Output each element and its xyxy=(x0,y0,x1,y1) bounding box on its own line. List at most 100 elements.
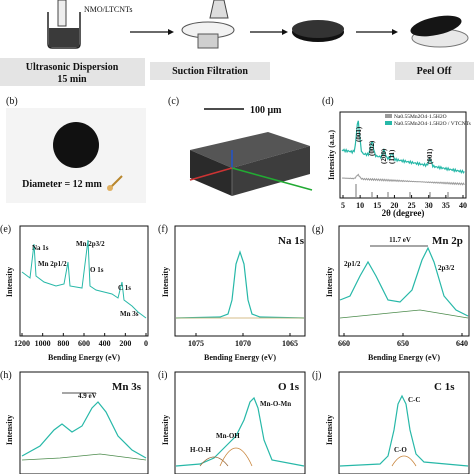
xrd-tick-label: 35 xyxy=(442,201,450,210)
peeled-film-icon xyxy=(410,15,462,37)
step1-box xyxy=(0,58,145,86)
mn2p-ylabel: Intensity xyxy=(325,267,334,297)
peak-label-200: (200) xyxy=(380,148,388,164)
scale-label: 100 μm xyxy=(250,105,282,116)
o1s-line xyxy=(175,396,305,467)
box-right xyxy=(232,146,310,196)
survey-line xyxy=(21,239,147,319)
xrd-tick-label: 20 xyxy=(390,201,398,210)
xrd-composite-line xyxy=(341,120,465,174)
panel-g-letter: (g) xyxy=(312,224,324,235)
panel-f-frame xyxy=(174,225,306,337)
panel-h-split: 4.9 eV xyxy=(78,392,97,400)
pin-head xyxy=(107,185,113,191)
survey-tick-label: 1200 xyxy=(14,339,30,348)
mn2p-tick-label: 660 xyxy=(338,339,350,348)
beaker-icon xyxy=(47,12,81,49)
mn2p-left-peak: 2p1/2 xyxy=(344,260,361,268)
legend-pristine: Na0.55Mn2O4·1.5H2O xyxy=(394,114,447,120)
survey-tick-label: 1000 xyxy=(35,339,51,348)
xrd-pristine-line xyxy=(341,173,465,186)
survey-o1s: O 1s xyxy=(90,266,104,274)
c1s-line xyxy=(339,394,469,467)
o1s-mnoh-peak xyxy=(219,447,253,467)
c1s-co: C-O xyxy=(394,446,407,454)
electrode-disk xyxy=(53,122,99,168)
xrd-tick-label: 10 xyxy=(356,201,364,210)
mn2p-xlabel: Bending Energy (eV) xyxy=(368,353,440,362)
process-row: NMO/LTCNTs xyxy=(47,0,469,49)
mn2p-right-peak: 2p3/2 xyxy=(438,264,455,272)
survey-ylabel: Intensity xyxy=(5,267,14,297)
na1s-tick-label: 1075 xyxy=(188,339,204,348)
material-label: NMO/LTCNTs xyxy=(84,5,132,14)
arrow-3-head xyxy=(392,29,398,35)
xrd-reference-sticks xyxy=(355,184,449,197)
box-left xyxy=(190,150,232,196)
panel-b-letter: (b) xyxy=(6,96,18,107)
legend-swatch-pristine xyxy=(385,114,392,118)
survey-na1s: Na 1s xyxy=(32,244,49,252)
pour-icon xyxy=(209,0,229,19)
survey-tick-label: 400 xyxy=(99,339,111,348)
na1s-x-ticks: 1075 1070 1065 xyxy=(188,333,298,348)
panel-j-title: C 1s xyxy=(434,381,455,393)
mn3s-baseline xyxy=(21,453,147,461)
xrd-tick-label: 15 xyxy=(373,201,381,210)
peak-label-001b: (001) xyxy=(426,148,434,164)
axis-x xyxy=(189,167,233,181)
o1s-hoh: H-O-H xyxy=(190,446,212,454)
panel-i-letter: (i) xyxy=(158,370,167,381)
o1s-mnomn: Mn-O-Mn xyxy=(260,400,291,408)
survey-xlabel: Bending Energy (eV) xyxy=(48,353,120,362)
legend-composite: Na0.55Mn2O4·1.5H2O / VTCNTs xyxy=(394,121,471,127)
probe-icon xyxy=(57,0,67,27)
mn3s-ylabel: Intensity xyxy=(5,415,14,445)
axis-y xyxy=(231,167,313,191)
peak-label-002: (002) xyxy=(368,140,376,156)
survey-tick-label: 0 xyxy=(144,339,148,348)
panel-f-letter: (f) xyxy=(158,224,168,235)
peak-label-001: (001) xyxy=(355,126,363,142)
panel-e-letter: (e) xyxy=(0,224,11,235)
c1s-ylabel: Intensity xyxy=(325,415,334,445)
panel-d-letter: (d) xyxy=(322,96,334,107)
step3-label: Peel Off xyxy=(417,66,452,77)
panel-d-frame xyxy=(339,111,467,199)
mn2p-baseline xyxy=(339,309,469,319)
survey-tick-label: 200 xyxy=(119,339,131,348)
survey-c1s: C 1s xyxy=(118,284,131,292)
diameter-label: Diameter = 12 mm xyxy=(22,179,102,190)
c1s-cc: C-C xyxy=(408,396,420,404)
panel-f-title: Na 1s xyxy=(278,235,305,247)
panel-j-frame xyxy=(338,371,470,474)
beaker-liquid xyxy=(49,28,79,47)
survey-tick-label: 800 xyxy=(57,339,69,348)
funnel-stem xyxy=(197,33,219,49)
panel-h-title: Mn 3s xyxy=(112,381,142,393)
survey-mn2p32: Mn 2p3/2 xyxy=(76,240,105,248)
xrd-x-ticks: 5 10 15 20 25 30 35 40 xyxy=(341,195,467,210)
xrd-tick-label: 5 xyxy=(341,201,345,210)
step3-box xyxy=(395,62,474,80)
xrd-tick-label: 30 xyxy=(425,201,433,210)
panel-i-frame xyxy=(174,371,306,474)
na1s-line xyxy=(175,250,305,319)
panel-g-frame xyxy=(338,225,470,337)
survey-tick-label: 600 xyxy=(78,339,90,348)
film-disk-top xyxy=(292,20,344,38)
xrd-xlabel: 2θ (degree) xyxy=(382,208,425,218)
xrd-tick-label: 25 xyxy=(408,201,416,210)
c1s-co-peak xyxy=(391,455,417,467)
na1s-tick-label: 1065 xyxy=(282,339,298,348)
arrow-1-head xyxy=(168,29,174,35)
o1s-mnoh: Mn-OH xyxy=(216,432,240,440)
na1s-tick-label: 1070 xyxy=(235,339,251,348)
xrd-ylabel: Intensity (a.u.) xyxy=(327,130,336,180)
panel-h-frame xyxy=(19,371,149,474)
step2-label: Suction Filtration xyxy=(172,66,248,77)
panel-g-split: 11.7 eV xyxy=(389,236,411,244)
o1s-hoh-peak xyxy=(199,456,229,467)
panel-i-title: O 1s xyxy=(278,381,300,393)
arrow-2-head xyxy=(282,29,288,35)
